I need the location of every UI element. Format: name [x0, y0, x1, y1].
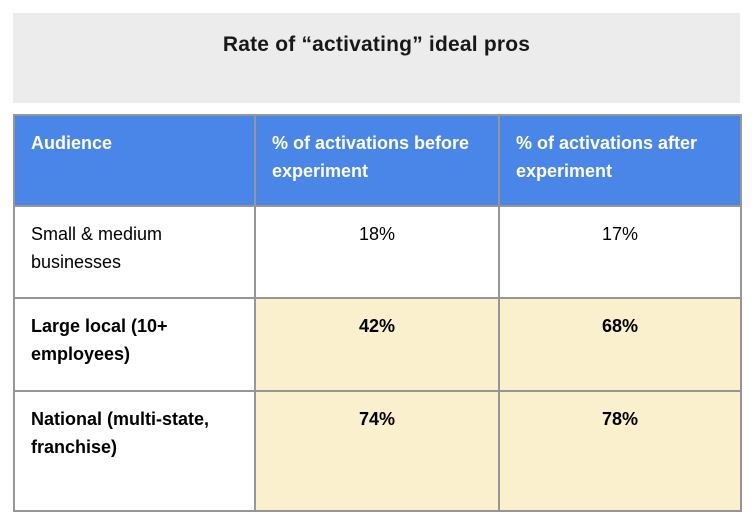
table-row-smb: Small & medium businesses 18% 17%	[13, 205, 742, 299]
after-value-cell: 78%	[498, 390, 742, 512]
before-value-cell: 74%	[254, 390, 500, 512]
table-row-national: National (multi-state, franchise) 74% 78…	[13, 390, 742, 512]
audience-cell: Large local (10+ employees)	[13, 297, 256, 392]
table-row-large-local: Large local (10+ employees) 42% 68%	[13, 297, 742, 392]
table-header-row: Audience % of activations before experim…	[13, 114, 742, 207]
col-header-audience: Audience	[13, 114, 256, 207]
col-header-after-experiment: % of activations after experiment	[498, 114, 742, 207]
after-value-cell: 17%	[498, 205, 742, 299]
audience-cell: Small & medium businesses	[13, 205, 256, 299]
col-header-before-experiment: % of activations before experiment	[254, 114, 500, 207]
title-banner: Rate of “activating” ideal pros	[13, 13, 740, 103]
audience-cell: National (multi-state, franchise)	[13, 390, 256, 512]
activation-rate-table: Audience % of activations before experim…	[13, 114, 742, 512]
before-value-cell: 18%	[254, 205, 500, 299]
page-title: Rate of “activating” ideal pros	[222, 33, 531, 56]
after-value-cell: 68%	[498, 297, 742, 392]
before-value-cell: 42%	[254, 297, 500, 392]
